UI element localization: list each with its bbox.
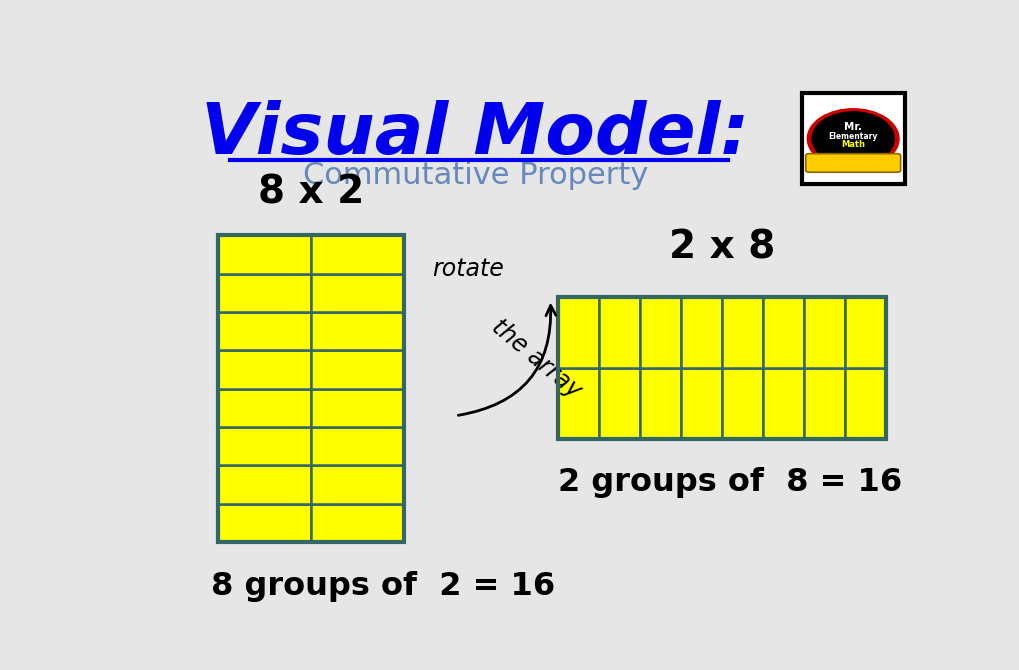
Bar (557, 368, 599, 439)
Bar (681, 368, 721, 439)
Bar (557, 297, 886, 439)
Bar (640, 297, 681, 368)
Bar (311, 312, 404, 350)
Text: the array: the array (487, 315, 585, 403)
Bar (681, 297, 721, 368)
Text: rotate: rotate (431, 257, 503, 281)
Text: Commutative Property: Commutative Property (303, 161, 647, 190)
Bar (599, 368, 640, 439)
Bar (557, 297, 599, 368)
Bar (311, 427, 404, 466)
Bar (801, 93, 904, 184)
Circle shape (807, 109, 898, 169)
Bar (311, 389, 404, 427)
Bar (218, 235, 311, 273)
Bar (845, 368, 886, 439)
Bar (721, 297, 762, 368)
Bar (804, 368, 845, 439)
Bar (762, 368, 804, 439)
Circle shape (811, 112, 894, 165)
Text: Mr.: Mr. (844, 122, 861, 132)
Text: Math: Math (841, 140, 864, 149)
Bar (311, 350, 404, 389)
FancyBboxPatch shape (805, 153, 900, 172)
Text: 2 groups of  8 = 16: 2 groups of 8 = 16 (557, 468, 902, 498)
Bar (804, 297, 845, 368)
Bar (218, 235, 404, 542)
Bar (599, 297, 640, 368)
Bar (218, 389, 311, 427)
Bar (845, 297, 886, 368)
Bar (218, 504, 311, 542)
Bar (311, 235, 404, 273)
Text: 8 x 2: 8 x 2 (258, 174, 364, 212)
Bar (218, 273, 311, 312)
Bar (218, 350, 311, 389)
Bar (311, 504, 404, 542)
Bar (721, 368, 762, 439)
Text: Visual Model:: Visual Model: (201, 100, 749, 169)
Bar (218, 427, 311, 466)
Bar (311, 273, 404, 312)
Bar (640, 368, 681, 439)
Bar (218, 312, 311, 350)
Bar (762, 297, 804, 368)
Bar (218, 466, 311, 504)
Bar (311, 466, 404, 504)
FancyArrowPatch shape (458, 306, 555, 415)
Text: 2 x 8: 2 x 8 (668, 228, 774, 266)
Text: Elementary: Elementary (827, 131, 877, 141)
Text: 8 groups of  2 = 16: 8 groups of 2 = 16 (210, 571, 554, 602)
